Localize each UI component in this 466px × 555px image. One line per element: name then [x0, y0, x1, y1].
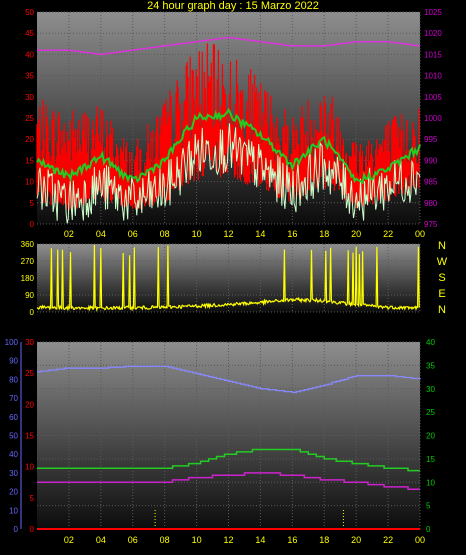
panel-1-x-tick-06: 06	[128, 229, 138, 239]
panel-3-left-axis-tick-0: 0	[30, 525, 35, 534]
panel-3-right-axis-tick-40: 40	[426, 338, 435, 347]
panel-3-x-tick-06: 06	[128, 535, 138, 545]
panel-3-right-axis-tick-35: 35	[426, 361, 435, 370]
panel-1-left-axis-tick-0: 0	[30, 220, 35, 229]
panel-3-left-axis-tick-15: 15	[25, 432, 34, 441]
panel-3-humidity-axis-tick-10: 10	[9, 506, 18, 515]
panel-1-right-axis-tick-975: 975	[424, 220, 438, 229]
panel-3-x-tick-18: 18	[319, 535, 329, 545]
panel-1-right-axis-tick-980: 980	[424, 199, 438, 208]
panel-1-right-axis-tick-1015: 1015	[424, 50, 442, 59]
panel-1-x-tick-04: 04	[96, 229, 106, 239]
panel-3-x-tick-00: 00	[415, 535, 425, 545]
humidity-line	[37, 365, 421, 394]
panel-3-humidity-axis-tick-40: 40	[9, 450, 18, 459]
panel-3-humidity-axis-tick-100: 100	[5, 338, 19, 347]
compass-label-south: S	[438, 272, 446, 284]
panel-3-left-axis-tick-20: 20	[25, 400, 34, 409]
temperature-line	[37, 448, 420, 472]
panel-2-axis-tick-360: 360	[21, 240, 35, 249]
panel-3-right-axis-tick-20: 20	[426, 432, 435, 441]
panel-1-x-tick-08: 08	[160, 229, 170, 239]
panel-1-x-tick-00: 00	[415, 229, 425, 239]
panel-3-left-axis-tick-25: 25	[25, 369, 34, 378]
compass-label-north: N	[438, 240, 446, 252]
panel-3-x-tick-10: 10	[192, 535, 202, 545]
pressure-line	[37, 36, 421, 56]
panel-3-x-tick-12: 12	[223, 535, 233, 545]
panel-3-right-axis-tick-15: 15	[426, 455, 435, 464]
panel-1-x-tick-22: 22	[383, 229, 393, 239]
panel-3-humidity-axis-tick-60: 60	[9, 413, 18, 422]
panel-3-right-axis-tick-10: 10	[426, 478, 435, 487]
panel-2-axes: 0 90 180 270 360	[21, 240, 35, 317]
panel-1-left-axis-tick-5: 5	[30, 199, 35, 208]
panel-1-x-tick-20: 20	[351, 229, 361, 239]
panel-1-left-axis-tick-30: 30	[25, 93, 34, 102]
panel-1-x-tick-12: 12	[223, 229, 233, 239]
panel-2-axis-tick-90: 90	[25, 291, 34, 300]
panel-3-x-tick-14: 14	[255, 535, 265, 545]
panel-1-right-axis-tick-990: 990	[424, 156, 438, 165]
panel-3-humidity-axis-tick-20: 20	[9, 488, 18, 497]
panel-1-left-axis-tick-25: 25	[25, 114, 34, 123]
panel-3-right-axis-tick-25: 25	[426, 408, 435, 417]
panel-3-x-tick-08: 08	[160, 535, 170, 545]
panel-1-axes: 0510152025303540455097598098599099510001…	[25, 8, 442, 239]
panel-3-x-tick-16: 16	[287, 535, 297, 545]
panel-3-humidity-axis-tick-30: 30	[9, 469, 18, 478]
compass-label-north-bottom: N	[438, 304, 446, 316]
panel-1-left-axis-tick-10: 10	[25, 178, 34, 187]
min-wind-line	[36, 123, 421, 224]
panel-3-axes: 0102030405060708090100051015202530051015…	[5, 338, 436, 545]
panel-3-humidity-axis-tick-80: 80	[9, 375, 18, 384]
panel-1-x-tick-14: 14	[255, 229, 265, 239]
panel-1-left-axis-tick-40: 40	[25, 50, 34, 59]
direction-line	[36, 244, 421, 312]
compass-label-west: W	[436, 256, 448, 268]
panel-1-left-axis-tick-35: 35	[25, 72, 34, 81]
panel-1-right-axis-tick-985: 985	[424, 178, 438, 187]
panel-3-humidity-axis-tick-50: 50	[9, 432, 18, 441]
panel-3-x-tick-20: 20	[351, 535, 361, 545]
panel-3-humidity-axis-tick-90: 90	[9, 357, 18, 366]
panel-3-right-axis-tick-0: 0	[426, 525, 431, 534]
panel-3-humidity-axis-tick-70: 70	[9, 394, 18, 403]
panel-3-left-axis-tick-10: 10	[25, 463, 34, 472]
avg-wind-line	[36, 107, 421, 185]
panel-2-axis-tick-270: 270	[21, 257, 35, 266]
panel-3-humidity-axis-tick-0: 0	[14, 525, 19, 534]
compass-label-east: E	[438, 288, 446, 300]
panel-1-right-axis-tick-995: 995	[424, 135, 438, 144]
panel-3-right-axis-tick-30: 30	[426, 385, 435, 394]
panel-1-right-axis-tick-1000: 1000	[424, 114, 442, 123]
panel-2-axis-tick-0: 0	[30, 308, 35, 317]
panel-1-x-tick-10: 10	[192, 229, 202, 239]
panel-1-x-tick-02: 02	[64, 229, 74, 239]
panel-3-left-axis-tick-5: 5	[30, 494, 35, 503]
panel-2-series	[36, 244, 421, 312]
panel-1-right-axis-tick-1020: 1020	[424, 29, 442, 38]
chart-title: 24 hour graph day : 15 Marzo 2022	[147, 0, 319, 12]
panel-1-left-axis-tick-15: 15	[25, 156, 34, 165]
panel-1-left-axis-tick-50: 50	[25, 8, 34, 17]
panel-1-x-tick-18: 18	[319, 229, 329, 239]
dewpoint-line	[37, 472, 420, 491]
panel-1-right-axis-tick-1025: 1025	[424, 8, 442, 17]
panel-3-left-axis-tick-30: 30	[25, 338, 34, 347]
panel-1-left-axis-tick-20: 20	[25, 135, 34, 144]
panel-1-right-axis-tick-1005: 1005	[424, 93, 442, 102]
panel-1-series	[36, 36, 421, 224]
panel-3-right-axis-tick-5: 5	[426, 502, 431, 511]
panel-3-series	[37, 365, 421, 530]
panel-1-x-tick-16: 16	[287, 229, 297, 239]
panel-2-axis-tick-180: 180	[21, 274, 35, 283]
panel-1-right-axis-tick-1010: 1010	[424, 72, 442, 81]
panel-1-left-axis-tick-45: 45	[25, 29, 34, 38]
panel-3-x-tick-02: 02	[64, 535, 74, 545]
panel-3-x-tick-04: 04	[96, 535, 106, 545]
panel-3-x-tick-22: 22	[383, 535, 393, 545]
